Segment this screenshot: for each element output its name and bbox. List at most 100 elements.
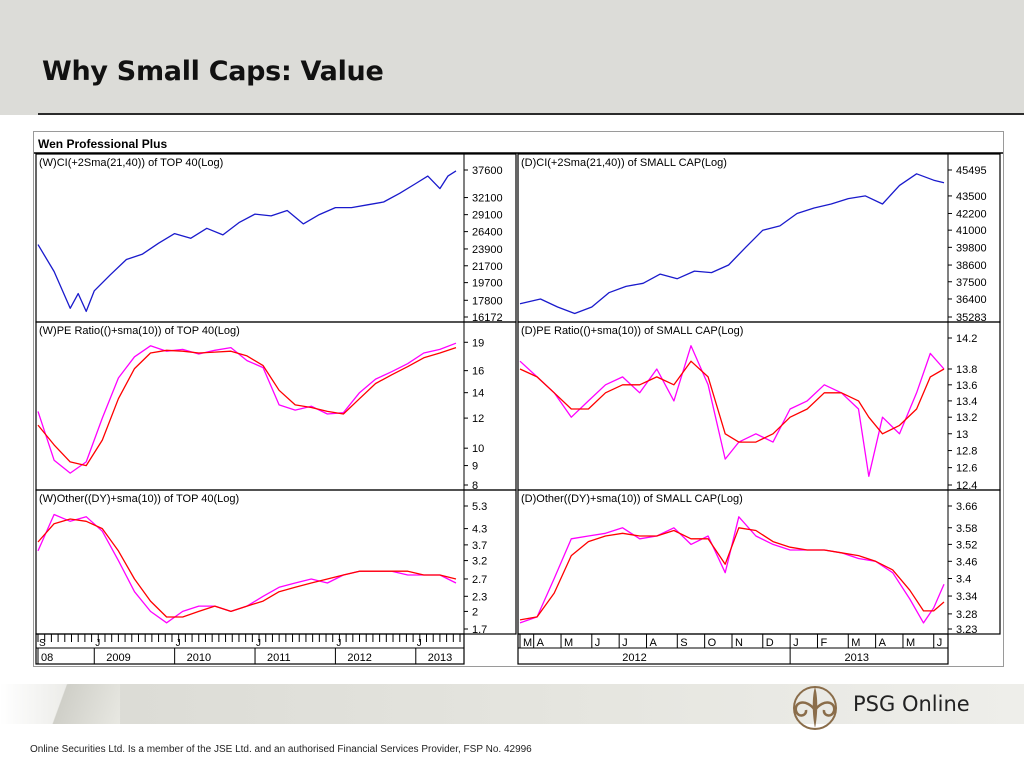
y-tick-label: 3.34 xyxy=(956,591,977,603)
header-rule xyxy=(38,113,1024,115)
panel-border xyxy=(35,489,517,635)
y-tick-label: 36400 xyxy=(956,294,987,306)
y-tick-label: 3.58 xyxy=(956,523,977,535)
x-month-letter: S xyxy=(39,638,46,649)
x-month-label: J xyxy=(793,637,799,649)
y-tick-label: 19700 xyxy=(472,278,503,290)
y-tick-label: 12.8 xyxy=(956,446,977,458)
y-tick-label: 12.4 xyxy=(956,480,977,492)
y-tick-label: 17800 xyxy=(472,295,503,307)
y-tick-label: 42200 xyxy=(956,208,987,220)
y-tick-label: 3.52 xyxy=(956,539,977,551)
x-month-label: M xyxy=(523,637,532,649)
y-tick-label: 26400 xyxy=(472,227,503,239)
x-month-letter: J xyxy=(336,638,341,649)
y-tick-label: 39800 xyxy=(956,242,987,254)
x-month-letter: J xyxy=(256,638,261,649)
series-line xyxy=(519,345,945,477)
y-tick-label: 3.4 xyxy=(956,574,971,586)
y-tick-label: 37500 xyxy=(956,277,987,289)
y-tick-label: 13.8 xyxy=(956,364,977,376)
y-tick-label: 4.3 xyxy=(472,524,487,536)
x-month-label: J xyxy=(937,637,943,649)
y-tick-label: 45495 xyxy=(956,165,987,177)
y-tick-label: 13.4 xyxy=(956,396,977,408)
logo-text: PSG Online xyxy=(853,692,970,716)
y-tick-label: 29100 xyxy=(472,210,503,222)
y-tick-label: 3.23 xyxy=(956,624,977,636)
x-year-label: 08 xyxy=(41,652,53,664)
series-line xyxy=(519,527,945,621)
x-axis-strip-left xyxy=(35,633,465,665)
y-tick-label: 3.28 xyxy=(956,609,977,621)
panel-border xyxy=(517,153,1001,323)
y-tick-label: 32100 xyxy=(472,193,503,205)
x-year-label: 2012 xyxy=(622,652,646,664)
series-line xyxy=(37,170,457,313)
y-tick-label: 3.46 xyxy=(956,556,977,568)
x-month-label: M xyxy=(851,637,860,649)
y-tick-label: 2 xyxy=(472,606,478,618)
x-month-letter: J xyxy=(176,638,181,649)
x-month-label: S xyxy=(680,637,687,649)
series-line xyxy=(37,342,457,474)
x-month-letter: J xyxy=(95,638,100,649)
y-tick-label: 2.7 xyxy=(472,574,487,586)
y-tick-label: 23900 xyxy=(472,244,503,256)
y-tick-label: 16 xyxy=(472,366,484,378)
x-month-label: N xyxy=(735,637,743,649)
y-tick-label: 37600 xyxy=(472,165,503,177)
x-axis-strip-right xyxy=(517,633,949,665)
software-title: Wen Professional Plus xyxy=(38,137,167,151)
y-tick-label: 19 xyxy=(472,337,484,349)
chart-frame: Wen Professional Plus (W)CI(+2Sma(21,40)… xyxy=(33,131,1004,667)
y-tick-label: 16172 xyxy=(472,312,503,324)
slide-title: Why Small Caps: Value xyxy=(42,56,384,87)
y-tick-label: 8 xyxy=(472,480,478,492)
y-tick-label: 2.3 xyxy=(472,591,487,603)
x-month-label: A xyxy=(537,637,545,649)
x-year-label: 2012 xyxy=(347,652,371,664)
panel-border xyxy=(517,321,1001,491)
panel-border xyxy=(35,153,517,323)
y-tick-label: 13 xyxy=(956,429,968,441)
y-tick-label: 3.7 xyxy=(472,540,487,552)
x-month-label: M xyxy=(564,637,573,649)
panel-border xyxy=(517,489,1001,635)
y-tick-label: 21700 xyxy=(472,261,503,273)
series-line xyxy=(37,346,457,467)
y-tick-label: 13.6 xyxy=(956,380,977,392)
y-tick-label: 14 xyxy=(472,388,484,400)
x-year-label: 2010 xyxy=(187,652,211,664)
y-tick-label: 3.2 xyxy=(472,556,487,568)
y-tick-label: 35283 xyxy=(956,312,987,324)
chart-grid: Wen Professional Plus (W)CI(+2Sma(21,40)… xyxy=(34,137,1003,665)
x-month-letter: J xyxy=(417,638,422,649)
y-tick-label: 3.66 xyxy=(956,501,977,513)
panel-title: (W)CI(+2Sma(21,40)) of TOP 40(Log) xyxy=(39,157,223,169)
panel-title: (W)PE Ratio(()+sma(10)) of TOP 40(Log) xyxy=(39,325,240,337)
panel-title: (D)PE Ratio(()+sma(10)) of SMALL CAP(Log… xyxy=(521,325,743,337)
x-month-label: A xyxy=(879,637,887,649)
panel-title: (D)Other((DY)+sma(10)) of SMALL CAP(Log) xyxy=(521,493,743,505)
y-tick-label: 12.6 xyxy=(956,463,977,475)
y-tick-label: 38600 xyxy=(956,260,987,272)
x-month-label: J xyxy=(595,637,601,649)
x-year-label: 2009 xyxy=(106,652,130,664)
y-tick-label: 13.2 xyxy=(956,412,977,424)
y-tick-label: 14.2 xyxy=(956,333,977,345)
y-tick-label: 1.7 xyxy=(472,624,487,636)
y-tick-label: 5.3 xyxy=(472,501,487,513)
y-tick-label: 10 xyxy=(472,443,484,455)
psg-logo-icon xyxy=(793,686,837,730)
footer-band xyxy=(0,684,1024,724)
y-tick-label: 43500 xyxy=(956,191,987,203)
x-month-label: M xyxy=(906,637,915,649)
series-line xyxy=(519,516,945,624)
x-year-label: 2013 xyxy=(428,652,452,664)
x-month-label: F xyxy=(820,637,827,649)
x-month-label: A xyxy=(650,637,658,649)
series-line xyxy=(37,518,457,618)
x-month-label: D xyxy=(766,637,774,649)
panel-title: (D)CI(+2Sma(21,40)) of SMALL CAP(Log) xyxy=(521,157,727,169)
